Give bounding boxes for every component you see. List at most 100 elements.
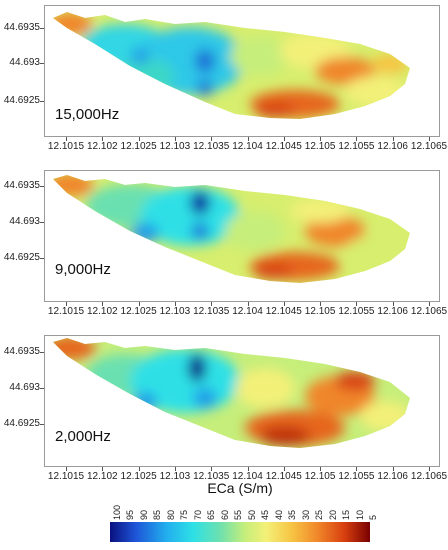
colorbar-tick-label: 45 [260, 509, 271, 520]
x-tick [247, 137, 249, 141]
x-tick [320, 302, 322, 306]
colorbar-tick-label: 100 [112, 504, 122, 520]
eca-map-2000hz [53, 338, 410, 448]
x-tick [283, 467, 285, 471]
x-tick-label: 12.103 [159, 306, 191, 317]
eca-map-9000hz [53, 175, 410, 283]
colorbar-tick-label: 15 [341, 509, 352, 520]
x-tick [283, 137, 285, 141]
colorbar-tick-label: 60 [219, 509, 230, 520]
x-tick [174, 467, 176, 471]
colorbar-tick-label: 95 [125, 509, 136, 520]
map-panel-15000hz: 15,000Hz 44.6935 44.693 44.6925 12.1015 1… [0, 5, 448, 155]
x-tick [138, 137, 140, 141]
x-tick-label: 12.102 [87, 306, 118, 317]
map-frame: 2,000Hz [44, 335, 440, 467]
x-tick-label: 12.1015 [47, 141, 85, 152]
x-tick [429, 137, 430, 141]
x-tick-label: 12.1055 [338, 141, 375, 152]
colorbar-tick-label: 70 [192, 509, 203, 520]
x-tick-label: 12.105 [304, 306, 336, 317]
x-tick [283, 302, 285, 306]
x-tick [211, 137, 213, 141]
x-tick-label: 12.102 [87, 141, 118, 152]
x-tick-label: 12.104 [232, 141, 263, 152]
x-tick-label: 12.103 [159, 141, 191, 152]
x-tick-label: 12.1025 [120, 141, 157, 152]
x-tick [320, 467, 322, 471]
colorbar-tick-label: 10 [354, 509, 365, 520]
colorbar-tick-label: 85 [152, 509, 163, 520]
x-tick [392, 467, 394, 471]
x-tick-label: 12.1045 [265, 141, 302, 152]
y-tick-label: 44.6935 [3, 180, 40, 191]
x-tick-label: 12.105 [304, 471, 336, 482]
colorbar-tick-label: 65 [206, 509, 217, 520]
frequency-label: 9,000Hz [55, 261, 111, 278]
y-tick-label: 44.6935 [3, 22, 40, 33]
map-panel-9000hz: 9,000Hz 44.6935 44.693 44.6925 12.1015 12… [0, 170, 448, 320]
x-tick-label: 12.1015 [47, 471, 85, 482]
x-tick-label: 12.1055 [338, 471, 375, 482]
x-tick [320, 137, 322, 141]
map-frame: 15,000Hz [44, 5, 440, 137]
x-tick-label: 12.1035 [193, 141, 230, 152]
colorbar-tick-label: 35 [287, 509, 298, 520]
x-tick-label: 12.1065 [410, 306, 448, 317]
x-tick [211, 467, 213, 471]
y-tick-label: 44.693 [9, 216, 40, 227]
x-tick-label: 12.102 [87, 471, 118, 482]
colorbar [110, 522, 370, 542]
x-tick-label: 12.1065 [410, 471, 448, 482]
y-tick-label: 44.6925 [3, 252, 40, 263]
colorbar-tick-label: 90 [138, 509, 149, 520]
x-tick [66, 137, 67, 141]
x-tick-label: 12.104 [232, 306, 263, 317]
y-tick-label: 44.693 [9, 382, 40, 393]
colorbar-tick-label: 20 [327, 509, 338, 520]
y-tick-label: 44.6925 [3, 95, 40, 106]
x-tick-label: 12.1065 [410, 141, 448, 152]
x-tick-label: 12.106 [377, 471, 408, 482]
colorbar-tick-label: 5 [368, 514, 378, 520]
x-tick-label: 12.1025 [120, 471, 157, 482]
colorbar-tick-label: 25 [314, 509, 325, 520]
colorbar-tick-label: 40 [273, 509, 284, 520]
x-tick [392, 302, 394, 306]
x-tick [356, 137, 358, 141]
x-tick-label: 12.1025 [120, 306, 157, 317]
y-tick-label: 44.693 [9, 57, 40, 68]
x-tick [247, 467, 249, 471]
x-tick-label: 12.1035 [193, 306, 230, 317]
x-tick-label: 12.106 [377, 306, 408, 317]
colorbar-tick-label: 75 [179, 509, 190, 520]
x-tick [211, 302, 213, 306]
x-tick [66, 467, 67, 471]
x-tick [102, 467, 104, 471]
x-tick-label: 12.1055 [338, 306, 375, 317]
x-tick [392, 137, 394, 141]
colorbar-tick-label: 30 [300, 509, 311, 520]
legend-title: ECa (S/m) [207, 480, 273, 496]
x-tick-label: 12.1035 [193, 471, 230, 482]
x-tick [138, 467, 140, 471]
x-tick-label: 12.1015 [47, 306, 85, 317]
x-tick-label: 12.1045 [265, 471, 302, 482]
x-tick-label: 12.103 [159, 471, 191, 482]
x-tick [174, 302, 176, 306]
map-frame: 9,000Hz [44, 170, 440, 302]
colorbar-tick-label: 80 [165, 509, 176, 520]
map-panel-2000hz: 2,000Hz 44.6935 44.693 44.6925 12.1015 12… [0, 335, 448, 485]
x-tick [356, 467, 358, 471]
frequency-label: 2,000Hz [55, 428, 111, 445]
y-tick-label: 44.6925 [3, 418, 40, 429]
x-tick [429, 467, 430, 471]
eca-map-15000hz [53, 12, 410, 119]
x-tick [429, 302, 430, 306]
x-tick-label: 12.104 [232, 471, 263, 482]
x-tick-label: 12.1045 [265, 306, 302, 317]
y-tick-label: 44.6935 [3, 346, 40, 357]
x-tick [102, 137, 104, 141]
colorbar-tick-label: 55 [233, 509, 244, 520]
x-tick [138, 302, 140, 306]
